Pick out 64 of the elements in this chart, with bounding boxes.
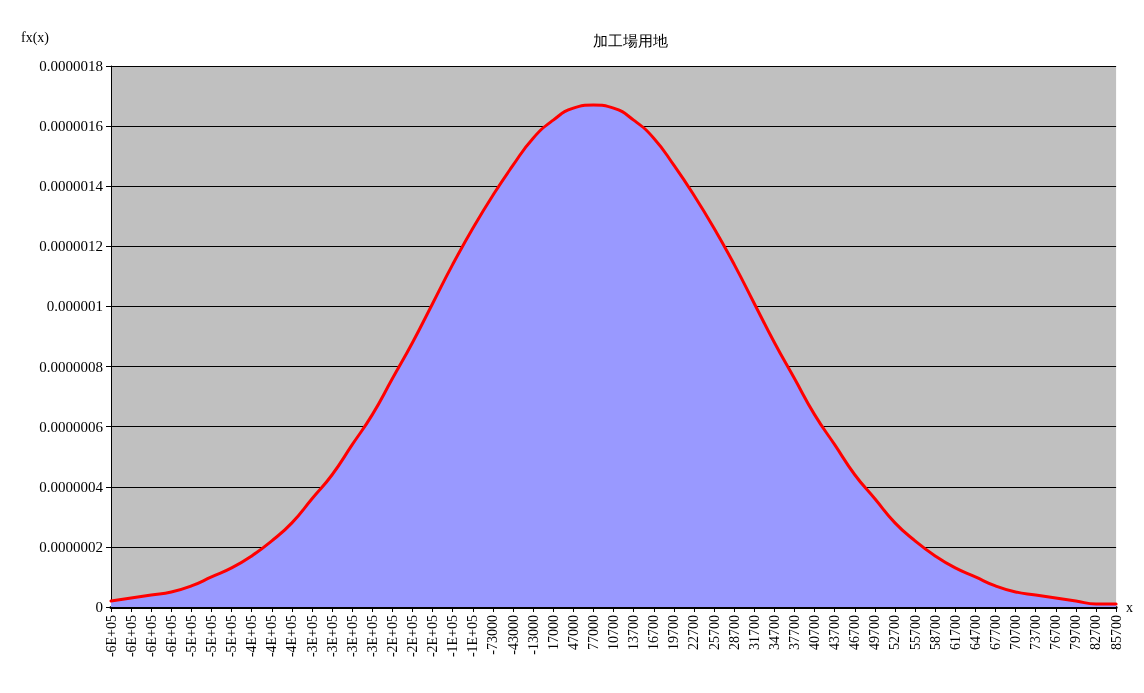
x-tick-label: -4E+05 [244,615,260,658]
x-tick-label: 16700 [646,615,662,650]
x-tick-label: -2E+05 [405,615,421,658]
x-tick-label: 73700 [1028,615,1044,650]
x-tick-label: 67700 [987,615,1003,650]
x-tick-label: 10700 [606,615,622,650]
x-tick-label: 47000 [565,615,581,650]
x-tick-label: 52700 [887,615,903,650]
x-tick-label: -43000 [505,615,521,655]
y-tick-label: 0.0000012 [39,238,103,255]
x-tick-label: 17000 [545,615,561,650]
x-tick-label: 61700 [947,615,963,650]
y-tick-label: 0.0000018 [39,58,103,74]
x-tick-label: 82700 [1088,615,1104,650]
x-tick-label: -4E+05 [284,615,300,658]
y-axis-title: fx(x) [21,29,50,46]
x-tick-label: 76700 [1048,615,1064,650]
x-tick-label: -3E+05 [364,615,380,658]
x-axis-title: x [1126,599,1133,615]
x-tick-label: -13000 [525,615,541,655]
x-tick-label: 46700 [847,615,863,650]
x-tick-label: 40700 [807,615,823,650]
x-tick-label: -3E+05 [344,615,360,658]
x-tick-label: -3E+05 [324,615,340,658]
x-tick-label: -2E+05 [425,615,441,658]
x-tick-label: 77000 [585,615,601,650]
x-tick-label: -6E+05 [103,615,119,658]
x-tick-label: -5E+05 [204,615,220,658]
x-tick-label: 37700 [786,615,802,650]
x-tick-label: 55700 [907,615,923,650]
x-tick-label: 22700 [686,615,702,650]
x-tick-label: 49700 [867,615,883,650]
x-tick-label: -5E+05 [224,615,240,658]
chart-title: 加工場用地 [592,31,668,50]
x-tick-label: -3E+05 [304,615,320,658]
x-tick-label: -1E+05 [445,615,461,658]
x-tick-label: 34700 [766,615,782,650]
x-tick-label: -1E+05 [465,615,481,658]
x-tick-label: 58700 [927,615,943,650]
y-tick-label: 0.0000014 [39,178,104,195]
x-tick-label: 25700 [706,615,722,650]
x-tick-label: -4E+05 [264,615,280,658]
y-tick-label: 0.0000004 [39,478,104,495]
y-tick-label: 0.0000016 [39,118,104,135]
x-tick-label: 19700 [666,615,682,650]
x-tick-label: 79700 [1068,615,1084,650]
x-tick-label: 28700 [726,615,742,650]
x-tick-label: 43700 [827,615,843,650]
x-tick-label: -6E+05 [123,615,139,658]
y-tick-label: 0.0000008 [39,358,103,375]
x-tick-label: 64700 [967,615,983,650]
y-tick-label: 0.0000006 [39,418,104,435]
x-tick-label: -73000 [485,615,501,655]
x-tick-label: -6E+05 [163,615,179,658]
x-tick-label: 70700 [1008,615,1024,650]
x-tick-label: 13700 [626,615,642,650]
y-tick-label: 0 [95,599,103,615]
x-tick-label: -5E+05 [183,615,199,658]
x-tick-label: 31700 [746,615,762,650]
x-tick-label: -2E+05 [384,615,400,658]
x-tick-label: -6E+05 [143,615,159,658]
x-tick-label: 85700 [1108,615,1124,650]
y-tick-label: 0.0000002 [39,538,103,555]
y-tick-label: 0.000001 [46,298,103,315]
